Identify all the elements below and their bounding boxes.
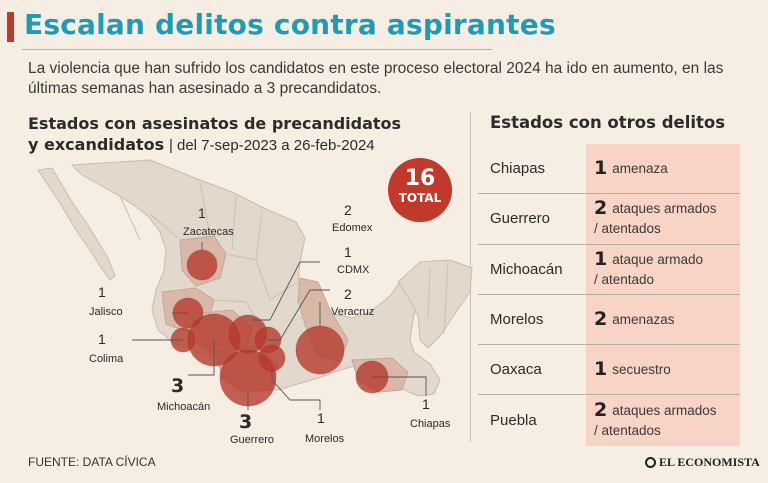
count-morelos: 1 — [317, 410, 325, 426]
row-crime-line2: / atentados — [594, 221, 661, 237]
leader-edomex — [252, 261, 320, 321]
count-colima: 1 — [98, 331, 106, 347]
label-chiapas: Chiapas — [410, 418, 451, 430]
bubble-morelos — [258, 344, 286, 372]
row-detail: 1 ataque armado / atentado — [586, 244, 740, 294]
row-count: 1 — [594, 157, 608, 180]
row-detail: 1 secuestro — [586, 345, 740, 395]
row-count: 2 — [594, 399, 608, 422]
map-date-range: | del 7-sep-2023 a 26-feb-2024 — [168, 137, 375, 154]
title-underline — [22, 49, 492, 50]
row-crime-line1: amenazas — [612, 312, 675, 328]
row-crime-line1: ataque armado — [612, 251, 704, 267]
row-crime-line1: amenaza — [612, 161, 668, 177]
count-veracruz: 2 — [344, 286, 352, 302]
mainland-shape — [70, 159, 441, 397]
row-detail: 2 ataques armados / atentados — [586, 395, 740, 446]
table-row: Morelos 2 amenazas — [478, 294, 740, 346]
row-state: Morelos — [490, 311, 544, 329]
row-count: 1 — [594, 247, 608, 270]
yucatan-shape — [397, 259, 473, 349]
row-state: Guerrero — [490, 210, 551, 228]
title-accent-bar — [7, 12, 14, 42]
total-badge: 16 TOTAL — [388, 158, 452, 222]
label-cdmx: CDMX — [337, 264, 370, 276]
bubble-zacatecas — [186, 249, 218, 281]
table-row: Guerrero 2 ataques armados / atentados — [478, 194, 740, 245]
other-crimes-table: Chiapas 1 amenaza Guerrero 2 ataques armad… — [478, 144, 740, 446]
count-edomex: 2 — [344, 202, 352, 218]
baja-california-shape — [37, 167, 116, 281]
row-detail: 2 amenazas — [586, 294, 740, 345]
map-heading: Estados con asesinatos de precandidatos … — [28, 113, 448, 156]
row-count: 1 — [594, 358, 608, 381]
leader-chiapas — [372, 376, 427, 396]
row-count: 2 — [594, 308, 608, 331]
label-edomex: Edomex — [332, 222, 373, 234]
table-row: Oaxaca 1 secuestro — [478, 345, 740, 396]
label-jalisco: Jalisco — [89, 306, 123, 318]
row-detail: 1 amenaza — [586, 144, 740, 194]
table-row: Michoacán 1 ataque armado / atentado — [478, 244, 740, 295]
label-michoacan: Michoacán — [157, 401, 211, 413]
label-veracruz: Veracruz — [331, 306, 375, 318]
bubble-veracruz — [295, 325, 345, 375]
label-morelos: Morelos — [305, 433, 345, 445]
label-colima: Colima — [89, 353, 124, 365]
row-state: Michoacán — [490, 260, 563, 278]
total-number: 16 — [404, 166, 436, 191]
other-crimes-heading: Estados con otros delitos — [490, 113, 726, 132]
table-row: Chiapas 1 amenaza — [478, 144, 740, 195]
label-guerrero: Guerrero — [230, 434, 275, 446]
source-note: FUENTE: DATA CÍVICA — [28, 455, 156, 469]
map-heading-line2: y excandidatos — [28, 135, 165, 154]
brand-logo: EL ECONOMISTA — [645, 455, 760, 470]
row-state: Puebla — [490, 412, 537, 430]
total-label: TOTAL — [398, 191, 442, 205]
row-crime-line2: / atentado — [594, 271, 655, 287]
row-state: Oaxaca — [490, 361, 542, 379]
count-chiapas: 1 — [422, 396, 430, 412]
subtitle: La violencia que han sufrido los candida… — [28, 60, 724, 97]
yucatan-borders — [427, 261, 449, 335]
row-crime-line1: ataques armados — [612, 403, 717, 419]
count-zacatecas: 1 — [198, 205, 206, 221]
table-row: Puebla 2 ataques armados / atentados — [478, 395, 740, 446]
brand-mark-icon — [645, 457, 656, 468]
row-crime-line1: ataques armados — [612, 201, 717, 217]
count-guerrero: 3 — [239, 411, 253, 433]
row-state: Chiapas — [490, 160, 546, 178]
row-crime-line2: / atentados — [594, 423, 661, 439]
label-zacatecas: Zacatecas — [183, 226, 234, 238]
map-heading-line1: Estados con asesinatos de precandidatos — [28, 114, 402, 133]
page-title: Escalan delitos contra aspirantes — [24, 8, 556, 41]
leader-morelos — [271, 370, 321, 410]
row-detail: 2 ataques armados / atentados — [586, 194, 740, 244]
leader-cdmx — [268, 289, 330, 341]
count-cdmx: 1 — [344, 244, 352, 260]
leader-michoacan — [188, 340, 215, 376]
row-count: 2 — [594, 197, 608, 220]
brand-name: EL ECONOMISTA — [659, 455, 760, 469]
count-jalisco: 1 — [98, 284, 106, 300]
state-borders — [119, 181, 331, 331]
row-crime-line1: secuestro — [612, 362, 671, 378]
count-michoacan: 3 — [171, 375, 185, 397]
